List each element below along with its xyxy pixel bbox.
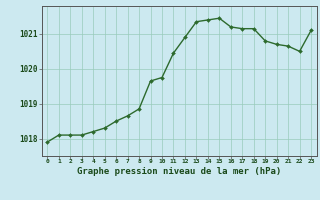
X-axis label: Graphe pression niveau de la mer (hPa): Graphe pression niveau de la mer (hPa) xyxy=(77,167,281,176)
